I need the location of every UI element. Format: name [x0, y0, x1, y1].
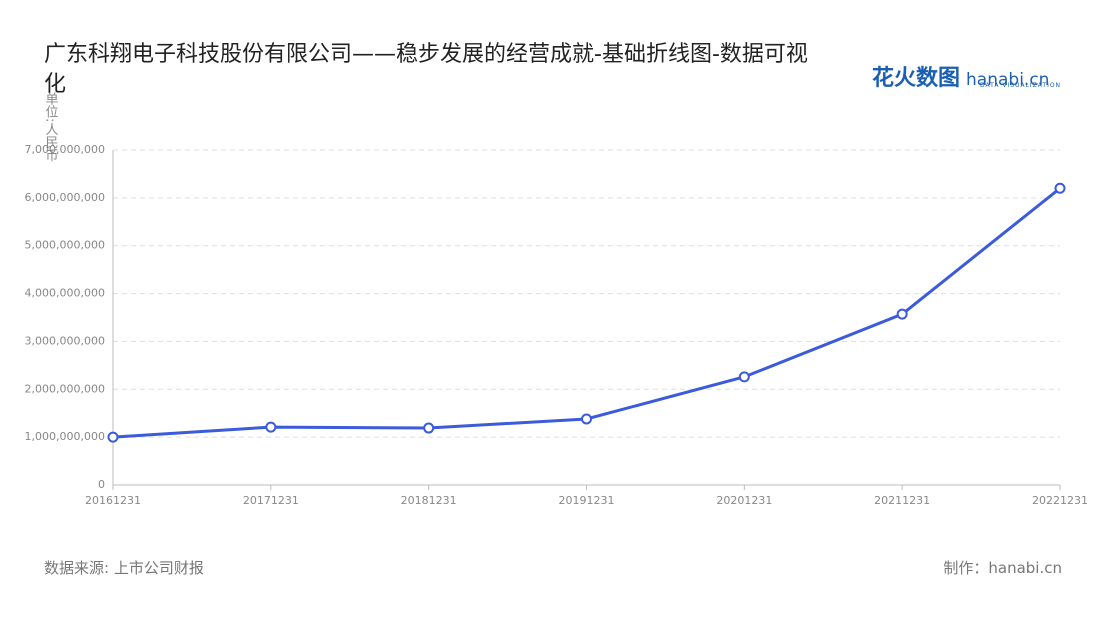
x-tick-label: 20221231 — [1032, 494, 1088, 507]
point — [423, 422, 435, 434]
y-tick-label: 0 — [98, 478, 105, 491]
credit: 制作：hanabi.cn — [943, 559, 1062, 577]
y-tick-label: 6,000,000,000 — [25, 191, 105, 204]
x-tick-label: 20211231 — [874, 494, 930, 507]
logo-main: 花火数图 — [872, 66, 961, 91]
point — [738, 371, 750, 383]
series-line — [112, 187, 1061, 439]
x-tick-label: 20161231 — [85, 494, 141, 507]
point — [107, 431, 119, 443]
y-tick-label: 3,000,000,000 — [25, 334, 105, 347]
y-tick-label: 2,000,000,000 — [25, 382, 105, 395]
point — [1054, 182, 1066, 194]
logo-tagline: DATA VISUALIZATION — [980, 82, 1062, 89]
logo: 花火数图 hanabi.cn DATA VISUALIZATION — [872, 60, 1060, 92]
x-tick-label: 20191231 — [559, 494, 615, 507]
y-axis-label: 单位:人民币 — [43, 92, 59, 162]
x-tick-label: 20201231 — [716, 494, 772, 507]
y-tick-label: 4,000,000,000 — [25, 287, 105, 300]
source: 数据来源: 上市公司财报 — [44, 559, 204, 577]
x-tick-label: 20181231 — [401, 494, 457, 507]
x-tick-label: 20171231 — [243, 494, 299, 507]
point — [581, 413, 592, 425]
point — [896, 308, 908, 320]
y-tick-label: 1,000,000,000 — [25, 430, 105, 443]
logo-site: hanabi.cn — [966, 70, 1050, 90]
y-tick-label: 5,000,000,000 — [25, 239, 105, 252]
chart-title: 广东科翔电子科技股份有限公司——稳步发展的经营成就-基础折线图-数据可视化 — [44, 42, 808, 97]
y-tick-label: 7,000,000,000 — [25, 143, 105, 156]
point — [265, 421, 277, 433]
